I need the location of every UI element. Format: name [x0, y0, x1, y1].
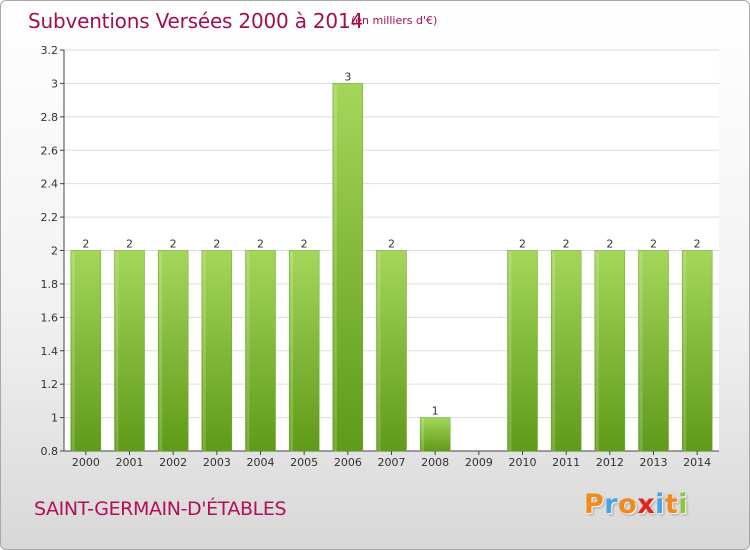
bar-2000	[70, 250, 102, 452]
bar-highlight	[508, 251, 512, 451]
x-tick-label: 2007	[378, 456, 406, 469]
commune-name: SAINT-GERMAIN-D'ÉTABLES	[34, 498, 287, 520]
bar-2008	[419, 417, 451, 452]
bar-2013	[638, 250, 669, 452]
data-label: 2	[170, 238, 177, 251]
bar-2006	[332, 83, 364, 452]
data-label: 2	[213, 238, 220, 251]
x-tick-label: 2014	[683, 456, 711, 469]
x-tick-label: 2003	[203, 456, 231, 469]
data-label: 2	[388, 238, 395, 251]
y-tick-label: 1.8	[41, 278, 59, 291]
x-tick-label: 2004	[247, 456, 275, 469]
y-tick-label: 2	[51, 245, 58, 258]
logo-letter: i	[678, 489, 689, 520]
bar-2011	[550, 250, 582, 452]
logo-letter: t	[664, 489, 679, 520]
bar-highlight	[595, 251, 599, 451]
bar-highlight	[333, 84, 337, 452]
x-tick-label: 2009	[465, 456, 493, 469]
x-tick-label: 2008	[421, 456, 449, 469]
bar-2014	[681, 250, 713, 452]
x-tick-label: 2012	[596, 456, 624, 469]
y-tick-label: 3.2	[41, 44, 59, 57]
x-tick-label: 2010	[509, 456, 537, 469]
logo-letter: i	[655, 489, 665, 520]
y-tick-label: 1.2	[41, 378, 59, 391]
data-label: 2	[519, 238, 526, 251]
data-label: 2	[301, 238, 308, 251]
bar-highlight	[202, 251, 206, 451]
x-tick-label: 2001	[116, 456, 144, 469]
bar-2007	[376, 250, 407, 452]
logo-letter: o	[618, 489, 638, 520]
data-label: 2	[606, 238, 613, 251]
bar-highlight	[377, 251, 381, 451]
data-label: 2	[257, 238, 264, 251]
y-tick-label: 1	[51, 412, 58, 425]
y-tick-label: 2.2	[41, 211, 59, 224]
bar-highlight	[421, 418, 425, 451]
logo-letter: r	[604, 489, 619, 520]
chart-subtitle: (en milliers d'€)	[351, 14, 438, 27]
y-tick-label: 2.8	[41, 111, 59, 124]
x-tick-label: 2005	[290, 456, 318, 469]
x-tick-label: 2000	[72, 456, 100, 469]
x-tick-label: 2013	[640, 456, 668, 469]
bar-2001	[114, 250, 145, 452]
bar-highlight	[683, 251, 687, 451]
logo-letter: x	[637, 489, 656, 520]
data-label: 2	[82, 238, 89, 251]
bar-2004	[245, 250, 276, 452]
y-tick-label: 3	[51, 77, 58, 90]
data-label: 2	[694, 238, 701, 251]
bar-2010	[507, 250, 538, 452]
bar-2005	[288, 250, 320, 452]
data-label: 1	[432, 405, 439, 418]
bar-highlight	[639, 251, 643, 451]
bar-highlight	[71, 251, 75, 451]
proxiti-logo: Proxiti	[584, 489, 688, 520]
x-tick-label: 2011	[552, 456, 580, 469]
bar-highlight	[159, 251, 163, 451]
x-tick-label: 2006	[334, 456, 362, 469]
y-tick-label: 2.6	[41, 144, 59, 157]
data-label: 2	[563, 238, 570, 251]
data-label: 2	[126, 238, 133, 251]
y-tick-label: 0.8	[41, 445, 59, 458]
y-tick-label: 1.4	[41, 345, 59, 358]
bar-highlight	[552, 251, 556, 451]
chart-title: Subventions Versées 2000 à 2014	[28, 9, 364, 33]
bar-2003	[201, 250, 233, 452]
bar-highlight	[115, 251, 119, 451]
y-tick-label: 2.4	[41, 178, 59, 191]
data-label: 3	[344, 70, 351, 83]
bar-highlight	[246, 251, 250, 451]
logo-letter: P	[584, 489, 605, 520]
x-tick-label: 2002	[159, 456, 187, 469]
y-tick-label: 1.6	[41, 311, 59, 324]
bar-2002	[157, 250, 189, 452]
bar-2012	[594, 250, 626, 452]
bar-highlight	[290, 251, 294, 451]
data-label: 2	[650, 238, 657, 251]
